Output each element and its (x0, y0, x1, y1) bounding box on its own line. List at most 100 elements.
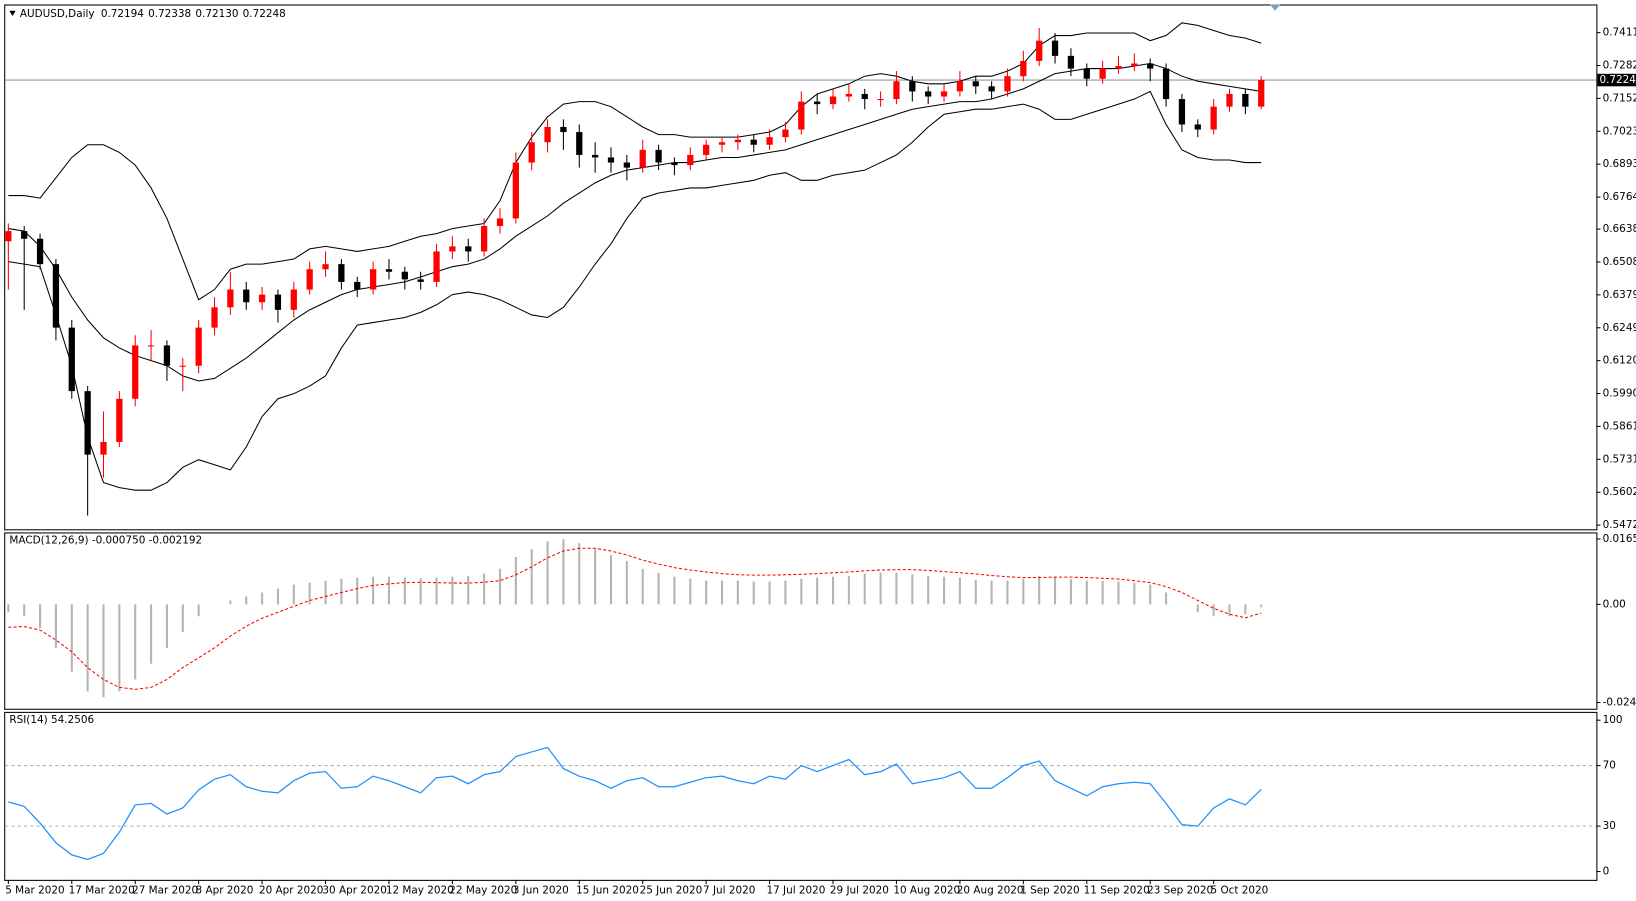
candle-body (417, 279, 424, 282)
candle-body (465, 246, 472, 252)
y-tick-label: 0.59905 (1603, 388, 1636, 400)
candle-body (385, 269, 393, 272)
y-tick-label: 0.61200 (1603, 355, 1636, 367)
candle-body (290, 289, 297, 310)
candle-body (972, 81, 979, 87)
candle-body (1178, 99, 1186, 125)
candle-body (861, 93, 868, 100)
candle-body (147, 345, 155, 347)
candle-body (893, 81, 900, 100)
candle-body (766, 137, 773, 145)
candle-body (956, 81, 964, 92)
candle-body (116, 398, 123, 442)
candle-body (36, 238, 44, 265)
x-tick-label: 3 Jun 2020 (513, 884, 569, 896)
candle-body (132, 345, 139, 399)
candle-body (734, 139, 741, 143)
candle-body (687, 154, 694, 166)
candle-body (1083, 68, 1090, 79)
candle-body (1099, 68, 1106, 79)
y-tick-label: 0.56020 (1603, 486, 1636, 498)
candle-body (401, 271, 408, 280)
x-tick-label: 12 May 2020 (386, 884, 454, 896)
y-tick-label: -0.02484 (1603, 697, 1636, 709)
candle-body (163, 345, 171, 366)
candle-body (1258, 80, 1265, 107)
x-tick-label: 29 Jul 2020 (830, 884, 889, 896)
candle-body (1131, 63, 1138, 67)
quote-high: 0.72338 (148, 8, 191, 20)
candle-body (1067, 55, 1075, 69)
candle-body (528, 142, 535, 163)
candle-body (925, 91, 932, 97)
quote-low: 0.72130 (195, 8, 238, 20)
candle-body (940, 91, 948, 97)
candle-body (1242, 93, 1249, 107)
candle-body (560, 126, 567, 133)
candle-body (671, 162, 678, 166)
x-tick-label: 1 Sep 2020 (1020, 884, 1079, 896)
y-tick-label: 0.016538 (1603, 533, 1636, 545)
y-tick-label: 0 (1603, 866, 1610, 878)
y-tick-label: 0.63790 (1603, 289, 1636, 301)
symbol-menu-arrow[interactable] (9, 10, 16, 16)
y-tick-label: 0.54725 (1603, 519, 1636, 531)
candle-body (195, 327, 202, 366)
candle-body (1036, 40, 1043, 61)
y-tick-label: 0.57315 (1603, 453, 1636, 465)
x-tick-label: 17 Mar 2020 (69, 884, 135, 896)
x-tick-label: 15 Jun 2020 (576, 884, 639, 896)
candle-body (798, 101, 805, 130)
candle-body (227, 289, 234, 308)
candle-body (338, 264, 345, 282)
candle-body (449, 246, 456, 252)
x-tick-label: 7 Jul 2020 (703, 884, 755, 896)
symbol: AUDUSD,Daily (20, 8, 95, 20)
x-tick-label: 30 Apr 2020 (322, 884, 386, 896)
y-tick-label: 0.67640 (1603, 191, 1636, 203)
x-tick-label: 20 Aug 2020 (957, 884, 1024, 896)
candle-body (1162, 68, 1170, 100)
y-tick-label: 0.00 (1603, 598, 1626, 610)
candle-body (369, 269, 377, 290)
candle-body (496, 218, 504, 227)
candle-body (1194, 124, 1201, 130)
bollinger-upper (8, 22, 1262, 301)
price-title: AUDUSD,Daily 0.72194 0.72338 0.72130 0.72248 (20, 8, 286, 20)
rsi-line (8, 746, 1262, 861)
x-tick-label: 8 Apr 2020 (196, 884, 254, 896)
x-tick-label: 11 Sep 2020 (1084, 884, 1150, 896)
candle-body (1020, 60, 1027, 77)
candle-body (306, 269, 313, 290)
candle-body (1226, 93, 1233, 107)
y-tick-label: 0.74115 (1603, 27, 1636, 39)
candle-body (1147, 63, 1154, 69)
x-tick-label: 25 Jun 2020 (640, 884, 703, 896)
candle-body (1115, 66, 1122, 69)
bollinger-middle (8, 62, 1262, 382)
x-tick-label: 5 Oct 2020 (1211, 884, 1269, 896)
y-tick-label: 0.68935 (1603, 158, 1636, 170)
candle-body (750, 139, 757, 145)
y-tick-label: 0.65085 (1603, 256, 1636, 268)
candle-body (1004, 76, 1011, 92)
macd-signal (8, 547, 1262, 690)
candle-body (1051, 40, 1059, 56)
candle-body (68, 327, 75, 392)
candle-body (814, 101, 821, 105)
y-tick-label: 0.72820 (1603, 60, 1636, 72)
x-tick-label: 10 Aug 2020 (893, 884, 960, 896)
candle-body (909, 81, 916, 92)
y-tick-label: 0.70230 (1603, 125, 1636, 137)
x-tick-label: 20 Apr 2020 (259, 884, 323, 896)
candle-body (100, 441, 107, 455)
candle-body (322, 264, 329, 270)
candle-body (1210, 106, 1217, 130)
candle-body (576, 132, 583, 155)
x-tick-label: 23 Sep 2020 (1147, 884, 1213, 896)
rsi-title: RSI(14) 54.2506 (9, 714, 94, 726)
x-tick-label: 17 Jul 2020 (766, 884, 825, 896)
candle-body (703, 144, 710, 155)
candle-body (639, 149, 646, 168)
